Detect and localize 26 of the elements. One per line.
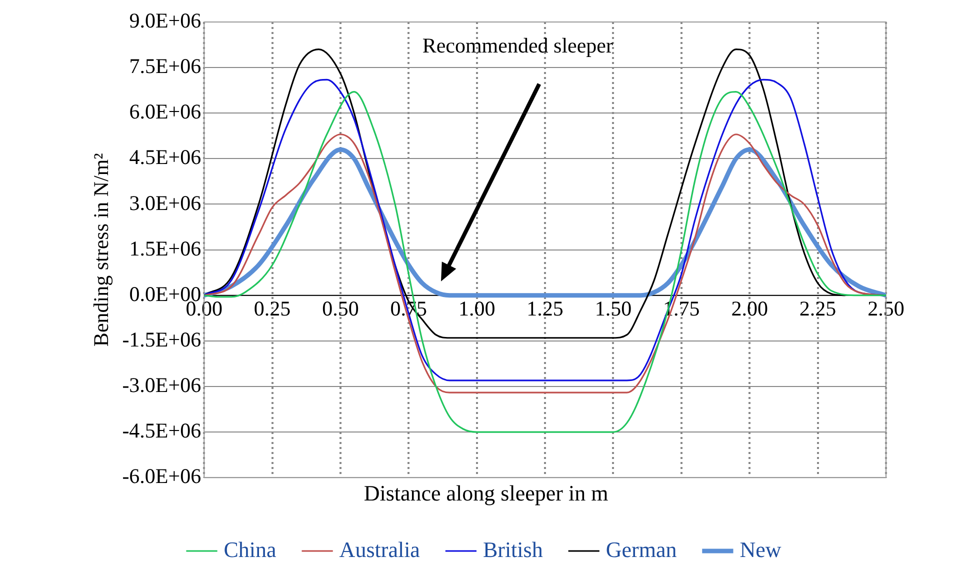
y-tick-label: 7.5E+06 xyxy=(129,54,202,78)
x-tick-label: 1.25 xyxy=(526,296,564,320)
annotation: Recommended sleeper xyxy=(422,34,613,58)
x-tick-label: 2.50 xyxy=(868,296,904,320)
y-axis-title: Bending stress in N/m² xyxy=(89,153,114,347)
x-tick-label: 0.50 xyxy=(322,296,359,320)
x-tick-label: 1.50 xyxy=(594,296,632,320)
y-tick-label: 3.0E+06 xyxy=(129,190,202,215)
legend-label: British xyxy=(482,536,543,562)
x-tick-label: 2.00 xyxy=(731,296,768,320)
y-tick-label: -6.0E+06 xyxy=(122,464,202,488)
legend-label: China xyxy=(224,536,277,562)
y-tick-label: 9.0E+06 xyxy=(129,8,202,33)
y-tick-label: -1.5E+06 xyxy=(122,327,202,352)
y-tick-label: 6.0E+06 xyxy=(129,100,202,124)
y-tick-label: -4.5E+06 xyxy=(122,418,202,443)
x-axis-title: Distance along sleeper in m xyxy=(364,480,608,506)
y-tick-label: 4.5E+06 xyxy=(129,145,202,170)
legend-label: New xyxy=(740,536,782,562)
x-tick-label: 1.00 xyxy=(458,296,496,320)
legend-label: Australia xyxy=(339,536,420,562)
y-tick-label: 1.5E+06 xyxy=(129,236,202,260)
x-tick-label: 0.25 xyxy=(254,296,291,320)
x-tick-label: 2.25 xyxy=(799,296,836,320)
legend-label: German xyxy=(606,536,677,562)
y-tick-label: -3.0E+06 xyxy=(122,372,202,397)
